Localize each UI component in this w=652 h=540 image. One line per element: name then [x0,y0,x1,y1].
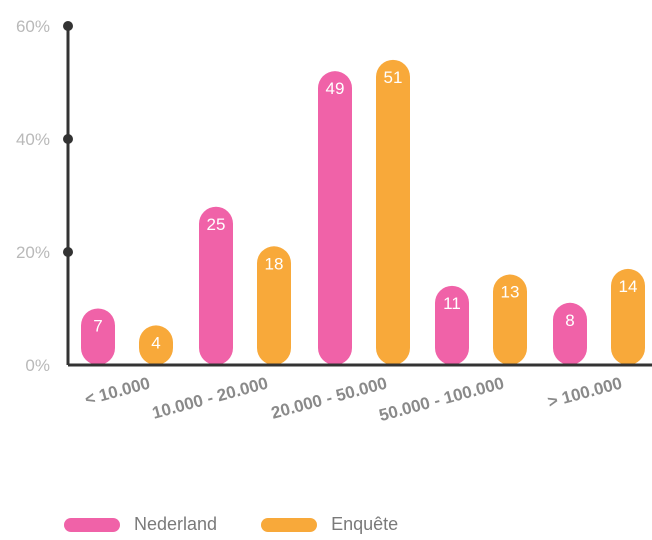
legend-label-enquete: Enquête [331,514,399,534]
y-tick-dot [63,21,73,31]
data-label-nederland: 49 [326,79,345,98]
bar-chart: 0% 20% 40% 60% 7 25 49 11 8 4 18 51 13 14 < 10.00010.0… [16,17,652,426]
legend: Nederland Enquête [64,514,442,535]
bar-enquete [493,274,527,365]
bar-nederland [81,308,115,365]
legend-item-enquete: Enquête [261,514,398,535]
x-tick-label: > 100.000 [546,374,624,412]
x-tick-label: < 10.000 [83,374,152,410]
y-tick-label: 20% [16,243,50,262]
x-tick-label: 50.000 - 100.000 [377,374,506,426]
y-tick-dot [63,247,73,257]
bar-enquete [257,246,291,365]
bar-nederland [435,285,469,365]
bar-nederland [199,206,233,365]
y-tick-label: 40% [16,130,50,149]
x-tick-label: 10.000 - 20.000 [150,374,270,423]
bar-enquete [611,268,645,365]
legend-item-nederland: Nederland [64,514,217,535]
data-label-enquete: 51 [384,68,403,87]
bar-nederland [318,71,352,366]
bar-nederland [553,302,587,365]
data-label-nederland: 7 [93,316,102,335]
data-label-enquete: 13 [501,283,520,302]
data-label-enquete: 18 [265,254,284,273]
bar-enquete [376,59,410,365]
legend-swatch-nederland [64,517,120,532]
y-tick-label: 0% [25,356,50,375]
legend-swatch-enquete [261,517,318,532]
y-tick-dot [63,134,73,144]
y-tick-label: 60% [16,17,50,36]
data-label-enquete: 4 [151,333,160,352]
data-label-nederland: 8 [565,311,574,330]
legend-label-nederland: Nederland [134,514,218,534]
data-label-enquete: 14 [619,277,638,296]
data-label-nederland: 25 [207,215,226,234]
data-label-nederland: 11 [443,294,461,313]
bar-enquete [139,325,173,365]
x-tick-label: 20.000 - 50.000 [269,374,389,423]
